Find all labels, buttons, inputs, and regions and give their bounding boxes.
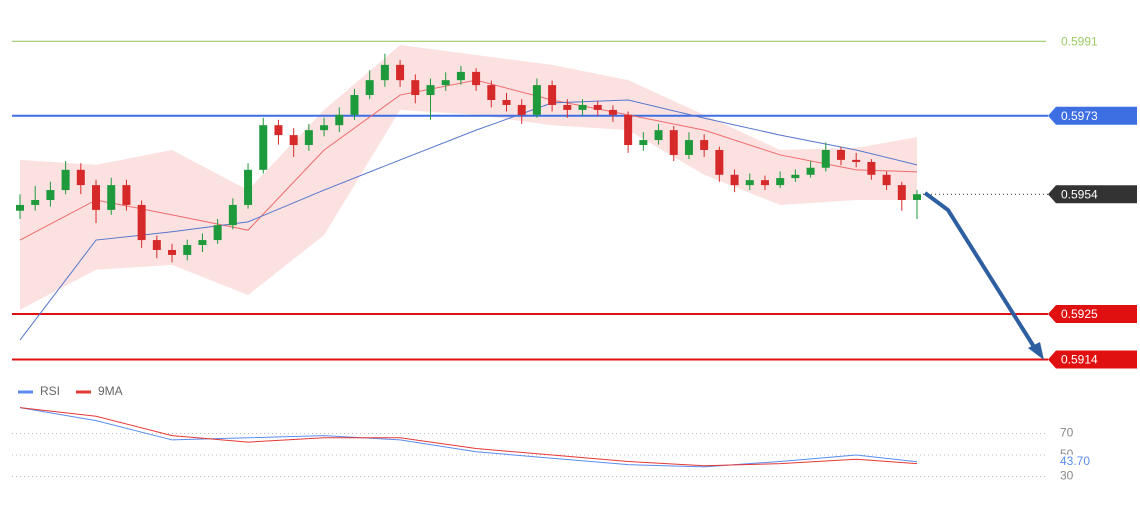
candle-body — [715, 149, 724, 175]
candle-body — [548, 85, 557, 105]
current-price-label: 0.5954 — [1061, 187, 1098, 201]
level-tag — [1048, 106, 1137, 125]
candle-body — [700, 140, 709, 150]
legend-label: RSI — [40, 384, 60, 398]
candle-body — [31, 199, 40, 205]
candle-body — [472, 71, 481, 86]
legend-label: 9MA — [98, 384, 123, 398]
candle-body — [244, 169, 253, 205]
y-tick-label: 30 — [1060, 469, 1074, 483]
candle-body — [791, 174, 800, 179]
candle-body — [882, 174, 891, 186]
candle-body — [304, 130, 313, 146]
candle-body — [441, 80, 450, 86]
candle-body — [669, 130, 678, 155]
y-tick-label: 70 — [1060, 426, 1074, 440]
candle-body — [380, 64, 389, 81]
level-label: 0.5991 — [1061, 34, 1098, 48]
current-rsi-label: 43.70 — [1060, 454, 1090, 468]
candle-body — [836, 149, 845, 160]
candle-body — [168, 249, 177, 255]
candle-body — [335, 114, 344, 126]
candle-body — [624, 114, 633, 146]
candle-body — [852, 159, 861, 162]
current-price-tag — [1048, 185, 1137, 204]
candle-body — [137, 204, 146, 241]
candle-body — [274, 125, 283, 136]
candle-body — [760, 180, 769, 186]
candle-body — [563, 104, 572, 110]
candle-body — [517, 104, 526, 115]
arrow-head — [1028, 342, 1044, 360]
candle-body — [152, 240, 161, 250]
candle-body — [730, 174, 739, 186]
candle-body — [608, 109, 617, 115]
candle-body — [411, 80, 420, 96]
candle-body — [806, 167, 815, 175]
candle-body — [46, 190, 55, 200]
candle-body — [350, 95, 359, 115]
rsi-line — [19, 407, 918, 468]
level-tag — [1048, 350, 1137, 369]
rsi-line — [19, 407, 918, 467]
candle-body — [92, 185, 101, 210]
level-label: 0.5925 — [1061, 307, 1098, 321]
candle-body — [532, 85, 541, 115]
candle-body — [228, 204, 237, 226]
candle-body — [745, 180, 754, 186]
price-panel: 0.5991 0.5973 0.5925 0.5914 0.5954 — [12, 34, 1137, 369]
level-label: 0.5973 — [1061, 109, 1098, 123]
candle-body — [578, 104, 587, 110]
candle-body — [776, 178, 785, 186]
candle-body — [122, 185, 131, 205]
candle-body — [213, 225, 222, 241]
candle-body — [913, 194, 921, 200]
candle-body — [897, 185, 906, 200]
candle-body — [16, 204, 24, 211]
candle-body — [654, 130, 663, 141]
candle-body — [61, 169, 70, 191]
bollinger-band — [20, 45, 917, 310]
candle-body — [107, 185, 116, 210]
candle-body — [183, 245, 192, 255]
candle-body — [456, 71, 465, 81]
candle-body — [639, 140, 648, 146]
candle-body — [593, 104, 602, 110]
candle-body — [396, 64, 405, 81]
candle-body — [684, 140, 693, 155]
current-rsi-bg — [1056, 454, 1100, 469]
candle-body — [259, 125, 268, 170]
candle-body — [198, 240, 207, 246]
candle-body — [320, 125, 329, 131]
slow-ma — [19, 99, 918, 341]
candle-body — [426, 85, 435, 96]
candle-body — [289, 135, 298, 146]
candle-body — [867, 161, 876, 175]
candle-body — [365, 80, 374, 96]
candle-body — [821, 149, 830, 168]
forecast-arrow — [923, 191, 1038, 352]
level-tag — [1048, 305, 1137, 324]
candle-body — [76, 169, 85, 186]
level-label: 0.5914 — [1061, 353, 1098, 367]
candle-body — [487, 85, 496, 100]
candle-body — [502, 99, 511, 105]
